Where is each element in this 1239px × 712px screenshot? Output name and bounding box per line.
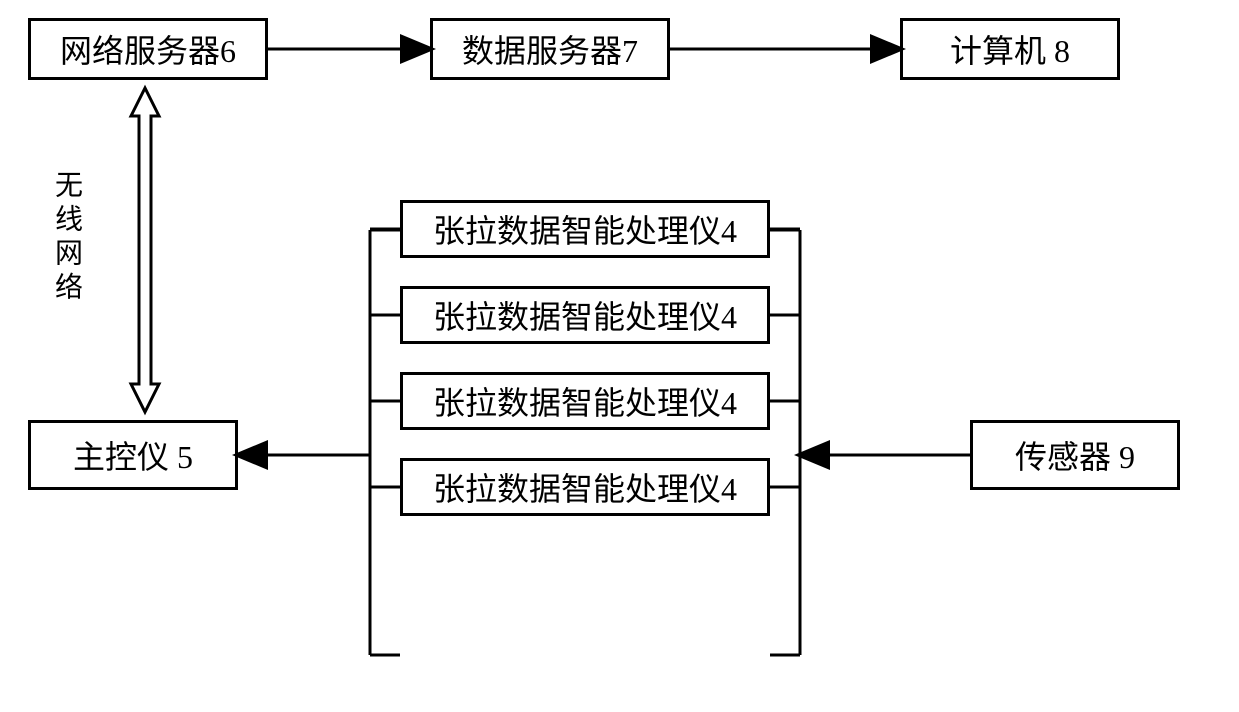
processor-box: 张拉数据智能处理仪4 xyxy=(400,200,770,258)
main-controller-label: 主控仪 5 xyxy=(73,432,193,478)
processor-box: 张拉数据智能处理仪4 xyxy=(400,372,770,430)
wireless-label-text: 无线网络 xyxy=(51,170,82,306)
network-server-box: 网络服务器6 xyxy=(28,18,268,80)
main-controller-box: 主控仪 5 xyxy=(28,420,238,490)
processor-label: 张拉数据智能处理仪4 xyxy=(433,378,737,424)
data-server-box: 数据服务器7 xyxy=(430,18,670,80)
processor-box: 张拉数据智能处理仪4 xyxy=(400,458,770,516)
processor-label: 张拉数据智能处理仪4 xyxy=(433,292,737,338)
wireless-network-label: 无线网络 xyxy=(46,170,86,306)
processor-label: 张拉数据智能处理仪4 xyxy=(433,206,737,252)
processor-label: 张拉数据智能处理仪4 xyxy=(433,464,737,510)
processor-group: 张拉数据智能处理仪4 张拉数据智能处理仪4 张拉数据智能处理仪4 张拉数据智能处理仪4 xyxy=(400,200,770,516)
computer-box: 计算机 8 xyxy=(900,18,1120,80)
sensor-box: 传感器 9 xyxy=(970,420,1180,490)
data-server-label: 数据服务器7 xyxy=(462,26,638,72)
computer-label: 计算机 8 xyxy=(950,26,1070,72)
processor-box: 张拉数据智能处理仪4 xyxy=(400,286,770,344)
network-server-label: 网络服务器6 xyxy=(60,26,236,72)
sensor-label: 传感器 9 xyxy=(1015,432,1135,478)
